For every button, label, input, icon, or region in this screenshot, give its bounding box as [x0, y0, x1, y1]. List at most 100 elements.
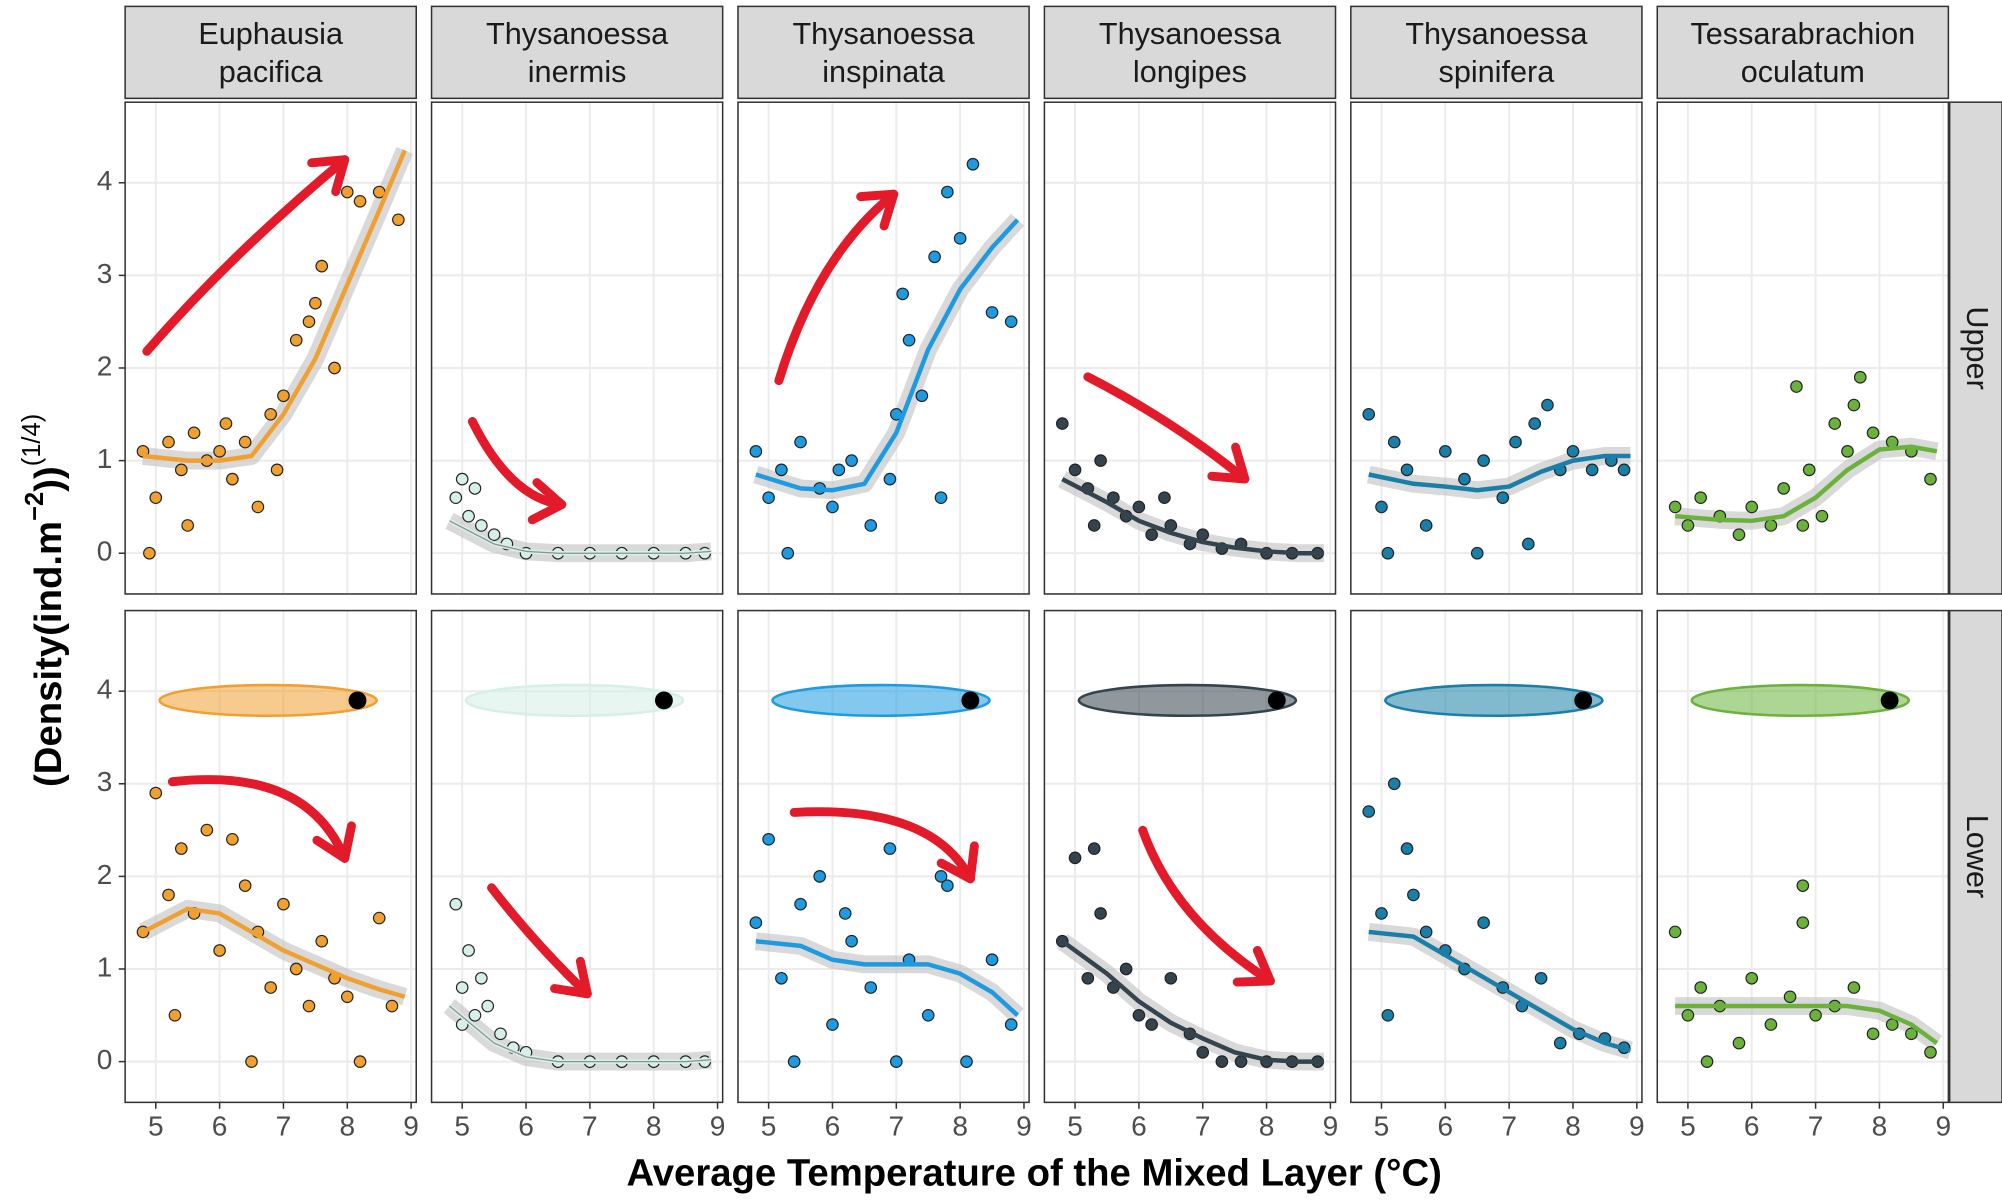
y-tick-label: 4 — [97, 674, 113, 705]
shrimp-body — [464, 683, 685, 718]
smooth-line — [1674, 444, 1938, 524]
panel — [125, 102, 417, 594]
point — [174, 842, 188, 855]
x-tick-label: 9 — [403, 1110, 419, 1141]
x-tick-label: 5 — [1374, 1110, 1390, 1141]
arrow-head — [527, 478, 567, 525]
x-tick-label: 8 — [646, 1110, 662, 1141]
point — [1866, 426, 1880, 440]
point — [455, 472, 469, 486]
point — [1362, 805, 1376, 818]
point — [838, 907, 852, 920]
point — [1375, 500, 1388, 514]
point — [1815, 509, 1829, 523]
point — [494, 1027, 507, 1041]
x-tick-label: 8 — [1872, 1110, 1888, 1141]
panel — [737, 102, 1030, 594]
x-axis-title: Average Temperature of the Mixed Layer (… — [627, 1151, 1442, 1194]
point — [1905, 1027, 1918, 1041]
strip-label: Lower — [1960, 815, 1994, 898]
point — [1158, 491, 1171, 504]
point — [1617, 463, 1631, 477]
point — [1087, 519, 1101, 532]
point — [934, 491, 948, 504]
point — [1387, 777, 1401, 791]
point — [1528, 417, 1542, 430]
panel-border — [737, 609, 1030, 1104]
x-tick-label: 6 — [1744, 1110, 1760, 1141]
point — [902, 333, 916, 347]
strip-label: Thysanoessa — [1099, 17, 1282, 51]
point — [238, 879, 252, 892]
point — [1400, 842, 1414, 855]
panel-border — [1656, 101, 1950, 595]
point — [1828, 417, 1842, 430]
smooth-line — [1675, 1003, 1939, 1045]
point — [168, 1008, 182, 1022]
x-tick-label: 9 — [1016, 1110, 1032, 1141]
smooth-line — [1061, 477, 1325, 556]
panel-border — [1656, 609, 1950, 1104]
point — [1094, 907, 1107, 920]
point — [1585, 463, 1599, 477]
strip-label: Euphausia — [198, 17, 344, 51]
point — [226, 833, 239, 846]
point — [372, 911, 386, 925]
shrimp-body — [158, 683, 378, 718]
point — [1681, 519, 1695, 532]
point — [1068, 851, 1082, 865]
point — [277, 897, 290, 911]
point — [213, 445, 226, 458]
point — [1802, 463, 1816, 477]
point — [449, 491, 463, 504]
arrow — [1083, 372, 1250, 484]
x-tick-label: 7 — [888, 1110, 904, 1141]
strip-label: Thysanoessa — [792, 17, 975, 51]
x-tick-label: 7 — [1501, 1110, 1517, 1141]
y-tick-label: 4 — [97, 165, 113, 196]
smooth-line — [755, 218, 1020, 493]
arrow-head — [856, 189, 899, 231]
point — [1381, 546, 1395, 560]
point — [1681, 1008, 1695, 1022]
x-tick-label: 7 — [1808, 1110, 1824, 1141]
x-tick-label: 6 — [825, 1110, 841, 1141]
point — [1362, 407, 1376, 421]
panel-border — [1043, 101, 1337, 595]
x-tick-label: 5 — [1067, 1110, 1083, 1141]
x-tick-label: 6 — [212, 1110, 228, 1141]
point — [1132, 500, 1146, 514]
strip — [737, 5, 1030, 100]
point — [1381, 1008, 1395, 1022]
point — [1094, 454, 1107, 467]
shrimp-eye — [1880, 691, 1899, 710]
point — [1458, 472, 1471, 486]
point — [353, 1055, 367, 1068]
point — [775, 463, 788, 477]
point — [392, 213, 405, 227]
point — [1764, 1018, 1778, 1031]
point — [1068, 463, 1082, 477]
point — [762, 491, 775, 504]
point — [921, 1008, 935, 1022]
point — [1164, 971, 1178, 985]
arrow — [142, 155, 350, 356]
point — [1668, 925, 1682, 939]
smooth-line-edge — [449, 520, 712, 554]
arrow-head — [1232, 945, 1275, 987]
point — [775, 971, 788, 985]
point — [1132, 1008, 1146, 1022]
point — [1790, 380, 1803, 393]
y-axis-title: (Density(ind.m−2))(1/4) — [18, 414, 70, 787]
point — [953, 232, 967, 245]
point — [1553, 1036, 1567, 1050]
point — [1400, 463, 1414, 477]
point — [264, 407, 277, 421]
arrow-head — [550, 956, 592, 999]
point — [245, 1055, 258, 1068]
y-tick-label: 2 — [97, 350, 113, 381]
point — [302, 315, 316, 329]
point — [1419, 519, 1433, 532]
point — [941, 879, 954, 892]
